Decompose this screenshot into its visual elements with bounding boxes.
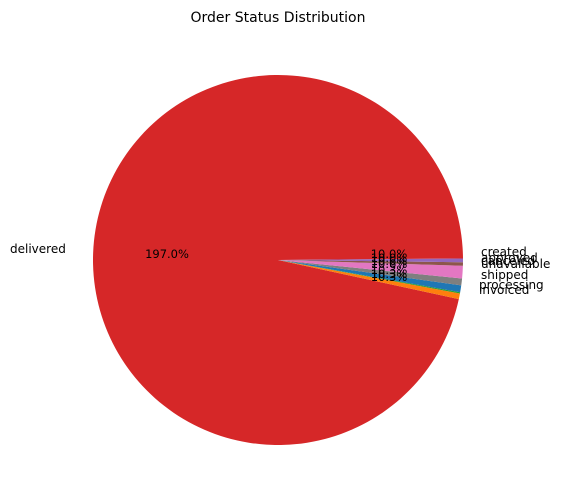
slice-label-delivered: delivered [10, 242, 66, 256]
pie-slice-approved [278, 260, 461, 294]
slice-label-canceled: canceled [481, 254, 535, 268]
pct-label-canceled: 10.6% [371, 254, 408, 268]
slice-label-created: created [481, 245, 527, 259]
slice-label-processing: processing [479, 278, 544, 292]
pct-label-created: 10.0% [371, 247, 408, 261]
pie-slice-unavailable [278, 260, 463, 286]
pie-slice-created [278, 260, 460, 300]
pct-label-shipped: 10.3% [371, 263, 408, 277]
slice-label-invoiced: invoiced [479, 283, 529, 297]
pct-label-unavailable: 10.6% [371, 257, 408, 271]
pie-slice-shipped [278, 260, 463, 279]
pie-slices [92, 74, 463, 445]
slice-label-unavailable: unavailable [481, 257, 550, 271]
slice-label-approved: approved [481, 251, 538, 265]
pie-slice-canceled [278, 260, 462, 293]
pct-label-invoiced: 10.3% [371, 270, 408, 284]
pie-slice-processing [278, 260, 463, 266]
pie-labels: delivered 197.0% created 10.0% approved 10.0%… [10, 242, 550, 297]
slice-label-shipped: shipped [481, 268, 528, 282]
pct-label-delivered: 197.0% [145, 247, 189, 261]
chart-title: Order Status Distribution [191, 10, 366, 26]
pct-label-approved: 10.0% [371, 251, 408, 265]
pie-slice-delivered [92, 74, 463, 445]
pct-label-processing: 10.3% [371, 267, 408, 281]
pie-slice-invoiced [278, 258, 463, 263]
